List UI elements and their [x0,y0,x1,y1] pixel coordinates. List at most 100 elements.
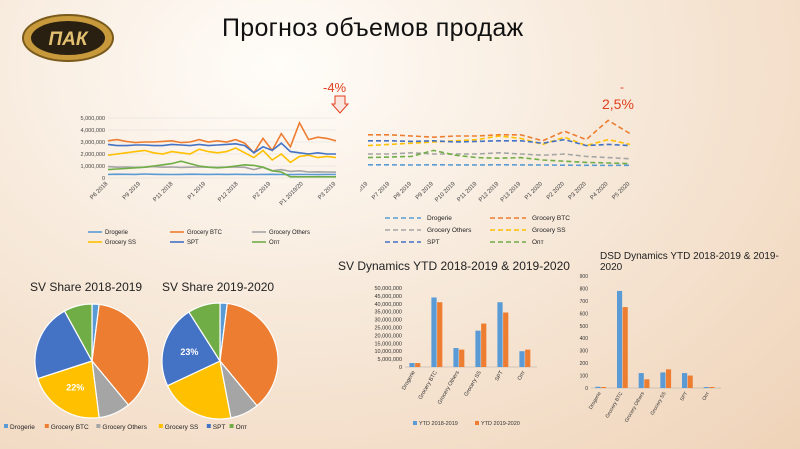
legend-label-grocery-others: Grocery Others [269,230,310,236]
y-tick-label: 0 [399,365,402,371]
series-line-drogerie [107,173,337,176]
bar-aver-2019-2020-drogerie [600,387,607,388]
y-tick-label: 10,000,000 [374,349,402,355]
x-tick-label: P10 2019 [434,181,457,204]
y-tick-label: 600 [580,311,589,317]
pie-legend-label-grocery-others: Grocery Others [102,424,147,431]
x-tick-label: P11 2018 [152,181,175,204]
bar-aver-2019-2020-grocery-btc [622,307,628,388]
legend-label-ytd-2019-2020: YTD 2019-2020 [481,421,520,427]
logo-text: ПАК [48,29,88,50]
legend-label-grocery-ss: Grocery SS [105,240,136,246]
legend-label-grocery-btc: Grocery BTC [532,215,570,222]
trend-forecast-legend: Drogerie Grocery BTC Grocery Others Grocery… [385,215,570,246]
legend-label-spt: SPT [427,239,440,246]
bar-ytd-2018-2019-grocery-ss [475,330,481,367]
x-tick-label: P3 2019 [317,181,338,202]
y-tick-label: 300 [580,349,589,355]
bar-aver-2018-2019-spt [682,373,688,388]
x-tick-label: P9 2019 [415,181,436,202]
y-tick-label: 25,000,000 [374,326,402,332]
legend-label-drogerie: Drogerie [105,230,129,236]
pie-legend: Drogerie Grocery BTC Grocery Others Grocery… [4,424,247,431]
left-change-label: -4% [323,80,347,95]
x-tick-label: Drogerie [588,391,603,411]
x-tick-label: P13 2019 [500,181,523,204]
y-tick-label: 20,000,000 [374,333,402,339]
legend-swatch-ytd-2019-2020 [475,421,479,425]
x-tick-label: P6 2019 [360,181,370,202]
bar-ytd-2018-2019-spt [497,302,503,367]
bar-aver-2018-2019-grocery-others [638,373,644,388]
y-tick-label: 30,000,000 [374,318,402,324]
x-tick-label: SPT [494,369,505,382]
y-tick-label: 5,000,000 [378,357,402,363]
pie-legend-swatch-drogerie [4,424,8,428]
x-tick-label: P2 2019 [252,181,273,202]
pie1-title: SV Share 2018-2019 [30,280,143,294]
sv-dynamics-title: SV Dynamics YTD 2018-2019 & 2019-2020 [338,259,570,273]
x-tick-label: Опт [517,370,527,382]
series-line-grocery-ss [367,135,631,147]
series-line-опт [367,149,631,165]
pie1-chart: 22% [34,303,150,419]
y-tick-label: 400 [580,336,589,342]
bar-aver-2018-2019-drogerie [595,386,601,388]
bar-ytd-2018-2019-опт [519,351,525,367]
x-tick-label: Drogerie [401,370,417,391]
y-tick-label: 3,000,000 [81,140,105,146]
pie2-chart: 23% [161,302,279,420]
bar-ytd-2019-2020-grocery-ss [481,323,487,367]
x-tick-label: Grocery BTC [605,391,625,420]
x-tick-label: P8 2019 [393,181,414,202]
series-line-grocery-btc [107,120,337,155]
pie-slice-grocery-ss [37,360,100,419]
x-tick-label: P6 2018 [89,181,110,202]
pie-slice-grocery-btc [91,303,150,406]
x-tick-label: P2 2020 [546,181,567,202]
x-tick-label: P12 2018 [217,181,240,204]
y-tick-label: 500 [580,324,589,330]
y-tick-label: 700 [580,299,589,305]
logo: ПАК [22,14,114,62]
bar-aver-2019-2020-grocery-ss [665,369,672,388]
bar-ytd-2019-2020-опт [525,349,531,367]
bar-aver-2018-2019-grocery-ss [660,372,666,388]
pie-slice-опт [188,302,221,364]
pie-legend-label-grocery-ss: Grocery SS [165,424,199,431]
sv-dynamics-chart: 0 5,000,000 10,000,000 15,000,000 20,000,000… [374,286,537,427]
legend-label-ytd-2018-2019: YTD 2018-2019 [419,421,458,427]
x-tick-label: P9 2019 [122,181,143,202]
right-change-label: 2,5% [602,96,634,112]
series-line-drogerie [368,163,631,167]
x-tick-label: P4 2020 [590,181,611,202]
legend-label-опт: Опт [269,240,280,246]
y-tick-label: 0 [102,176,105,182]
dsd-dynamics-title: DSD Dynamics YTD 2018-2019 & 2019-2020 [600,251,779,273]
series-line-spt [107,142,336,155]
trend-actual-legend: Drogerie Grocery BTC Grocery Others Grocery… [88,230,310,246]
pie-legend-swatch-spt [206,424,211,428]
x-tick-label: P3 2020 [568,181,589,202]
pie-slice-grocery-ss [166,360,232,420]
x-tick-label: P5 2020 [611,181,632,202]
pie-data-label: 23% [180,347,198,357]
y-tick-label: 800 [580,286,589,292]
legend-label-grocery-btc: Grocery BTC [187,230,223,236]
bar-ytd-2018-2019-grocery-btc [431,297,437,367]
x-tick-label: P1 2020 [524,181,545,202]
bar-aver-2018-2019-опт [703,387,709,388]
y-tick-label: 1,000,000 [81,164,105,170]
legend-label-drogerie: Drogerie [427,215,452,222]
pie-legend-swatch-grocery-btc [44,424,49,428]
bar-ytd-2019-2020-drogerie [415,363,421,367]
bar-ytd-2018-2019-grocery-others [453,348,459,367]
pie-data-label: 22% [66,382,84,392]
pie-legend-label-drogerie: Drogerie [10,424,35,431]
x-tick-label: Опт [701,390,711,401]
pie-legend-swatch-опт [229,424,234,428]
pie-legend-label-grocery-btc: Grocery BTC [51,424,89,431]
bar-aver-2019-2020-опт [709,387,715,388]
y-tick-label: 40,000,000 [374,302,402,308]
